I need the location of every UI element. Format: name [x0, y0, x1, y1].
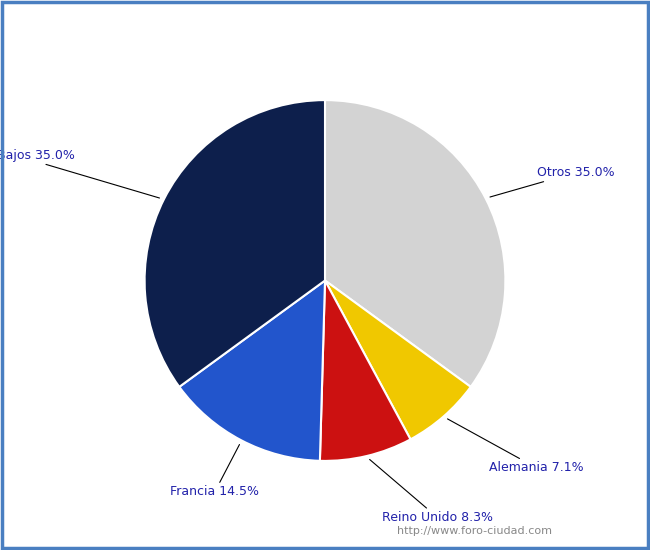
Wedge shape: [144, 100, 325, 387]
Text: Países Bajos 35.0%: Países Bajos 35.0%: [0, 148, 159, 198]
Text: Francia 14.5%: Francia 14.5%: [170, 444, 259, 498]
Text: http://www.foro-ciudad.com: http://www.foro-ciudad.com: [397, 526, 552, 536]
Text: Otros 35.0%: Otros 35.0%: [490, 166, 615, 197]
Text: Enguera - Turistas extranjeros según país - Abril de 2024: Enguera - Turistas extranjeros según paí…: [58, 15, 592, 34]
Text: Reino Unido 8.3%: Reino Unido 8.3%: [370, 459, 493, 524]
Wedge shape: [325, 280, 471, 439]
Text: Alemania 7.1%: Alemania 7.1%: [447, 419, 584, 474]
Wedge shape: [320, 280, 411, 461]
Wedge shape: [179, 280, 325, 461]
Wedge shape: [325, 100, 506, 387]
